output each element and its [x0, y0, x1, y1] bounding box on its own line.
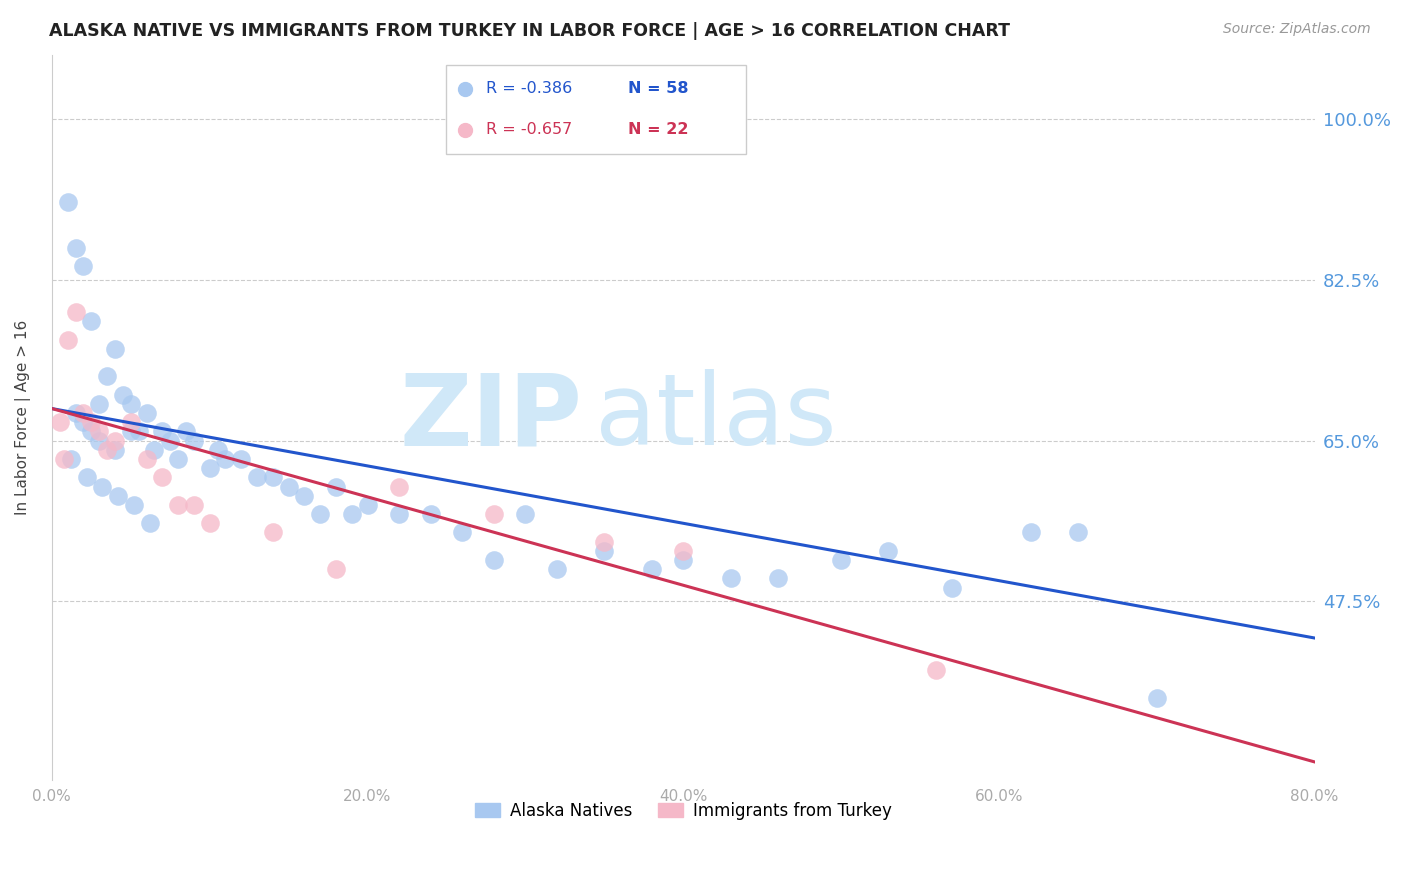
- Point: [143, 442, 166, 457]
- Point: [183, 498, 205, 512]
- Point: [65, 241, 87, 255]
- Point: [246, 470, 269, 484]
- Point: [56, 194, 79, 209]
- Point: [277, 479, 299, 493]
- Point: [214, 452, 236, 467]
- Point: [91, 479, 114, 493]
- Point: [593, 534, 616, 549]
- Point: [107, 489, 129, 503]
- FancyBboxPatch shape: [446, 65, 747, 154]
- Point: [546, 562, 568, 576]
- Point: [76, 470, 98, 484]
- Point: [135, 452, 157, 467]
- Point: [294, 489, 316, 503]
- Point: [877, 544, 900, 558]
- Point: [720, 571, 742, 585]
- Point: [138, 516, 160, 531]
- Point: [89, 434, 111, 448]
- Point: [135, 406, 157, 420]
- Point: [122, 498, 145, 512]
- Point: [120, 425, 142, 439]
- Point: [453, 123, 475, 137]
- Point: [207, 442, 229, 457]
- Point: [80, 425, 103, 439]
- Y-axis label: In Labor Force | Age > 16: In Labor Force | Age > 16: [15, 320, 31, 516]
- Point: [198, 461, 221, 475]
- Point: [925, 663, 948, 677]
- Point: [830, 553, 852, 567]
- Point: [672, 544, 695, 558]
- Point: [262, 470, 284, 484]
- Point: [150, 425, 173, 439]
- Point: [80, 314, 103, 328]
- Point: [72, 260, 94, 274]
- Point: [48, 415, 70, 429]
- Point: [56, 333, 79, 347]
- Point: [120, 415, 142, 429]
- Point: [593, 544, 616, 558]
- Text: atlas: atlas: [595, 369, 837, 467]
- Point: [65, 305, 87, 319]
- Point: [120, 397, 142, 411]
- Point: [482, 507, 505, 521]
- Point: [482, 553, 505, 567]
- Point: [53, 452, 76, 467]
- Point: [198, 516, 221, 531]
- Point: [453, 81, 475, 95]
- Point: [159, 434, 181, 448]
- Point: [89, 397, 111, 411]
- Text: ALASKA NATIVE VS IMMIGRANTS FROM TURKEY IN LABOR FORCE | AGE > 16 CORRELATION CH: ALASKA NATIVE VS IMMIGRANTS FROM TURKEY …: [49, 22, 1010, 40]
- Point: [89, 425, 111, 439]
- Point: [1019, 525, 1042, 540]
- Point: [96, 442, 118, 457]
- Point: [174, 425, 197, 439]
- Text: R = -0.386: R = -0.386: [486, 81, 572, 96]
- Text: ZIP: ZIP: [399, 369, 582, 467]
- Point: [388, 479, 411, 493]
- Point: [340, 507, 363, 521]
- Text: N = 58: N = 58: [628, 81, 689, 96]
- Point: [941, 581, 963, 595]
- Text: N = 22: N = 22: [628, 122, 689, 137]
- Point: [766, 571, 789, 585]
- Point: [1146, 690, 1168, 705]
- Point: [672, 553, 695, 567]
- Point: [515, 507, 537, 521]
- Point: [59, 452, 82, 467]
- Point: [325, 479, 347, 493]
- Point: [65, 406, 87, 420]
- Point: [111, 388, 134, 402]
- Point: [104, 442, 127, 457]
- Text: R = -0.657: R = -0.657: [486, 122, 572, 137]
- Text: Source: ZipAtlas.com: Source: ZipAtlas.com: [1223, 22, 1371, 37]
- Point: [419, 507, 441, 521]
- Point: [104, 434, 127, 448]
- Point: [1067, 525, 1090, 540]
- Point: [128, 425, 150, 439]
- Point: [96, 369, 118, 384]
- Point: [80, 415, 103, 429]
- Point: [309, 507, 332, 521]
- Point: [451, 525, 474, 540]
- Point: [388, 507, 411, 521]
- Point: [183, 434, 205, 448]
- Point: [325, 562, 347, 576]
- Point: [72, 406, 94, 420]
- Point: [104, 342, 127, 356]
- Point: [356, 498, 378, 512]
- Point: [262, 525, 284, 540]
- Legend: Alaska Natives, Immigrants from Turkey: Alaska Natives, Immigrants from Turkey: [468, 795, 898, 826]
- Point: [72, 415, 94, 429]
- Point: [167, 498, 190, 512]
- Point: [640, 562, 662, 576]
- Point: [167, 452, 190, 467]
- Point: [150, 470, 173, 484]
- Point: [231, 452, 253, 467]
